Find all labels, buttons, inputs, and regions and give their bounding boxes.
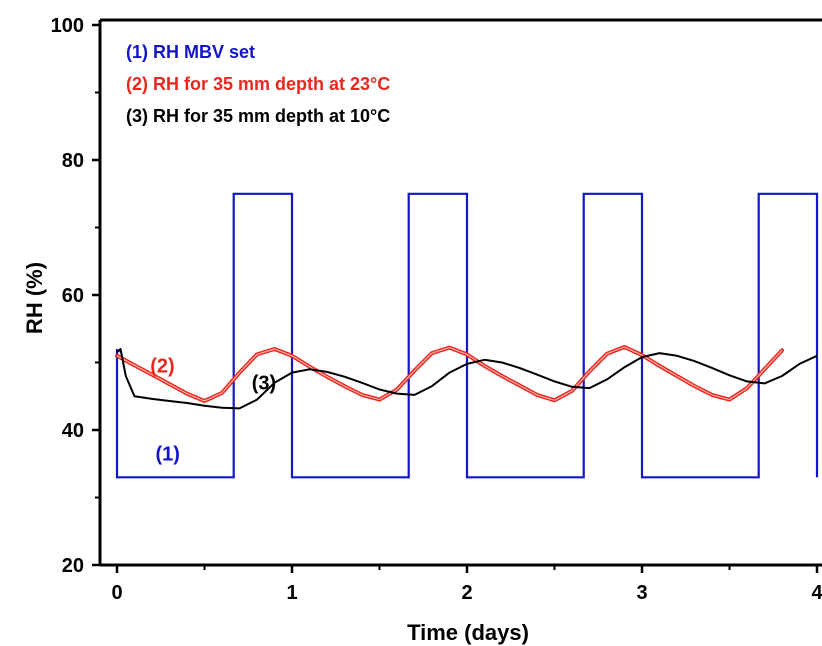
curve-label-1: (1): [156, 443, 180, 465]
x-tick-label: 3: [636, 582, 647, 604]
legend: (1) RH MBV set (2) RH for 35 mm depth at…: [126, 42, 390, 126]
y-axis-title: RH (%): [22, 262, 47, 334]
curve-label-2: (2): [150, 356, 174, 378]
series-line-mbv-set: [115, 192, 819, 479]
y-tick-label: 40: [62, 420, 84, 442]
annotation-layer: (1) (2) (3): [150, 356, 276, 466]
legend-entry-3: (3) RH for 35 mm depth at 10°C: [126, 106, 390, 126]
ticks-layer: 0 1 2 3 4 20 40 60 80 100: [51, 15, 822, 604]
legend-entry-2: (2) RH for 35 mm depth at 23°C: [126, 74, 390, 94]
y-tick-label: 20: [62, 555, 84, 577]
series-line-10c: [116, 348, 818, 410]
y-tick-label: 100: [51, 15, 84, 37]
x-tick-label: 4: [811, 582, 822, 604]
x-tick-label: 1: [286, 582, 297, 604]
y-tick-label: 80: [62, 150, 84, 172]
x-tick-label: 2: [461, 582, 472, 604]
y-tick-label: 60: [62, 285, 84, 307]
x-tick-label: 0: [111, 582, 122, 604]
series-layer: [115, 192, 819, 479]
curve-label-3: (3): [252, 373, 276, 395]
legend-entry-1: (1) RH MBV set: [126, 42, 255, 62]
series-line-23c-inner: [116, 346, 783, 402]
x-axis-title: Time (days): [407, 620, 529, 645]
series-line-23c-outer: [115, 345, 784, 403]
